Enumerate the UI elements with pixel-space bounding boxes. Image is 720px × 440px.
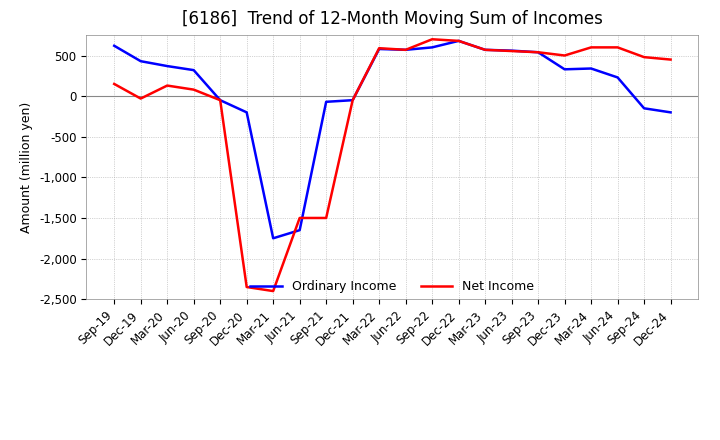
Line: Net Income: Net Income bbox=[114, 39, 670, 291]
Net Income bbox=[295, 215, 304, 220]
Net Income bbox=[587, 45, 595, 50]
Net Income bbox=[454, 38, 463, 44]
Ordinary Income bbox=[269, 236, 277, 241]
Ordinary Income bbox=[295, 227, 304, 233]
Ordinary Income bbox=[508, 48, 516, 53]
Y-axis label: Amount (million yen): Amount (million yen) bbox=[20, 102, 33, 233]
Ordinary Income bbox=[243, 110, 251, 115]
Ordinary Income bbox=[189, 67, 198, 73]
Ordinary Income bbox=[375, 46, 384, 51]
Net Income bbox=[613, 45, 622, 50]
Ordinary Income bbox=[110, 43, 119, 48]
Net Income bbox=[163, 83, 171, 88]
Ordinary Income bbox=[401, 47, 410, 52]
Ordinary Income bbox=[560, 67, 569, 72]
Title: [6186]  Trend of 12-Month Moving Sum of Incomes: [6186] Trend of 12-Month Moving Sum of I… bbox=[182, 10, 603, 28]
Ordinary Income bbox=[216, 98, 225, 103]
Ordinary Income bbox=[163, 63, 171, 69]
Ordinary Income bbox=[666, 110, 675, 115]
Ordinary Income bbox=[481, 47, 490, 52]
Net Income bbox=[269, 289, 277, 294]
Net Income bbox=[508, 48, 516, 54]
Net Income bbox=[136, 96, 145, 101]
Ordinary Income bbox=[428, 45, 436, 50]
Net Income bbox=[216, 98, 225, 103]
Ordinary Income bbox=[587, 66, 595, 71]
Ordinary Income bbox=[534, 50, 542, 55]
Net Income bbox=[560, 53, 569, 58]
Line: Ordinary Income: Ordinary Income bbox=[114, 41, 670, 238]
Net Income bbox=[428, 37, 436, 42]
Net Income bbox=[640, 55, 649, 60]
Net Income bbox=[481, 47, 490, 52]
Net Income bbox=[243, 284, 251, 290]
Net Income bbox=[534, 50, 542, 55]
Net Income bbox=[322, 215, 330, 220]
Net Income bbox=[375, 46, 384, 51]
Ordinary Income bbox=[613, 75, 622, 80]
Legend: Ordinary Income, Net Income: Ordinary Income, Net Income bbox=[246, 275, 539, 298]
Ordinary Income bbox=[454, 38, 463, 44]
Net Income bbox=[666, 57, 675, 62]
Ordinary Income bbox=[322, 99, 330, 104]
Ordinary Income bbox=[348, 98, 357, 103]
Ordinary Income bbox=[136, 59, 145, 64]
Net Income bbox=[401, 47, 410, 52]
Ordinary Income bbox=[640, 106, 649, 111]
Net Income bbox=[189, 87, 198, 92]
Net Income bbox=[110, 81, 119, 87]
Net Income bbox=[348, 98, 357, 103]
